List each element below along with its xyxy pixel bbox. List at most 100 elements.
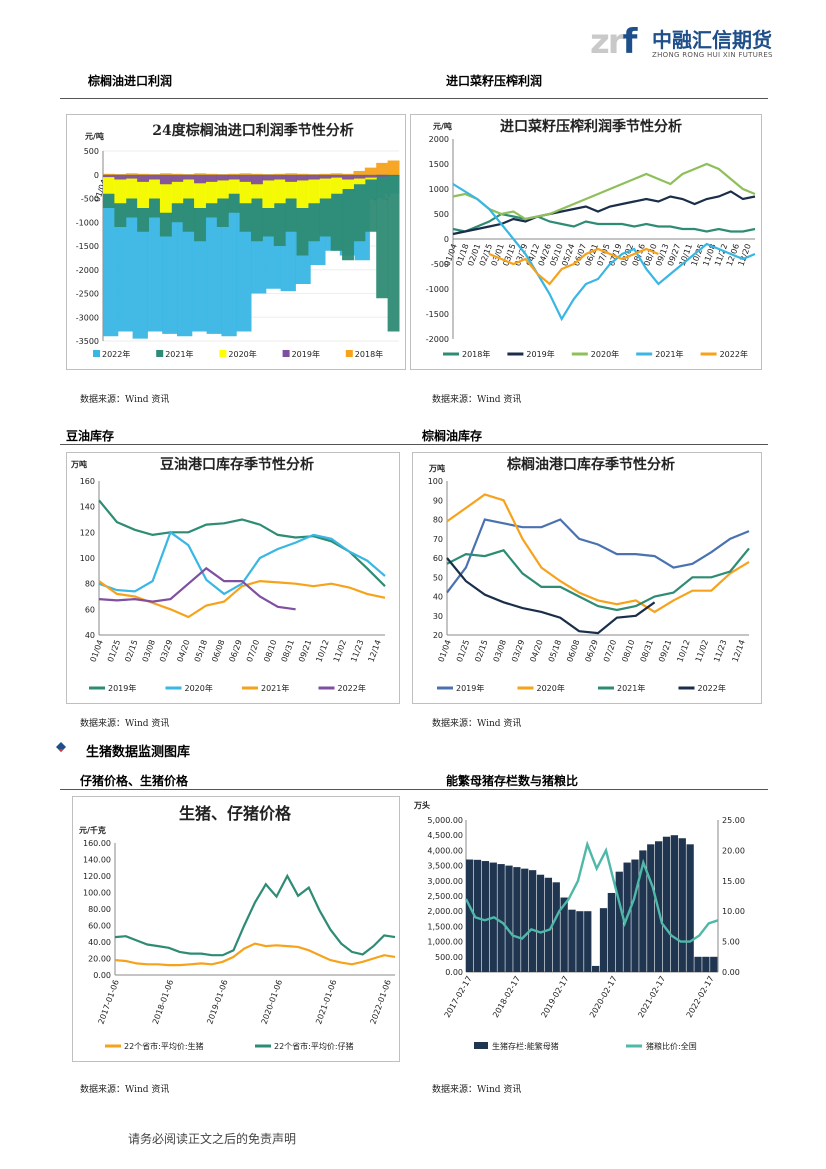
x-tick-label: 2022-01-06 — [369, 979, 393, 1026]
area-bar — [296, 174, 309, 256]
x-tick-label: 02/15 — [473, 639, 489, 664]
area-bar — [387, 160, 400, 175]
legend-label: 2021年 — [617, 683, 645, 693]
bar — [686, 844, 694, 972]
bar — [662, 836, 671, 972]
x-tick-label: 2017-01-06 — [97, 979, 121, 1026]
area-bar — [182, 174, 195, 232]
x-tick-label: 07/20 — [602, 639, 618, 664]
area-bar — [216, 174, 229, 227]
logo-letter-r: r — [607, 22, 625, 62]
chart-title: 进口菜籽压榨利润季节性分析 — [500, 118, 682, 135]
area-bar — [137, 173, 150, 175]
bar — [576, 911, 584, 972]
x-tick-label: 12/14 — [367, 639, 383, 664]
x-tick-label: 05/18 — [547, 639, 563, 664]
area-bar — [228, 174, 241, 194]
x-tick-label: 06/29 — [584, 639, 600, 664]
series-line — [464, 840, 719, 943]
series-line — [452, 162, 756, 221]
x-tick-label: 10/12 — [675, 639, 691, 664]
area-bar — [182, 174, 195, 199]
legend-label: 2020年 — [228, 349, 256, 359]
area-bar — [205, 174, 218, 182]
chart-title: 24度棕榈油进口利润季节性分析 — [152, 122, 353, 139]
area-bar — [125, 174, 138, 179]
area-bar — [194, 174, 206, 184]
area-bar — [353, 174, 366, 185]
y-tick-label: 30 — [433, 612, 443, 621]
legend-swatch — [345, 350, 353, 357]
y-tick-label: 80 — [433, 516, 443, 525]
y-tick-label: 2,500.00 — [427, 892, 463, 901]
bar — [639, 850, 647, 972]
area-bar — [387, 174, 400, 332]
area-bar — [319, 173, 332, 175]
legend-swatch — [219, 350, 227, 357]
y-tick-label: 3,000.00 — [427, 877, 463, 886]
series-line — [446, 557, 656, 635]
area-bar — [364, 174, 377, 232]
legend-label: 2018年 — [462, 349, 490, 359]
sow-ratio-chart: 万头 5,000.00 4,500.00 4,000.00 3,500.00 3,000.… — [410, 796, 766, 1060]
bar — [513, 867, 521, 972]
series-line — [488, 247, 659, 286]
bar — [647, 844, 655, 972]
x-tick-label: 2020-02-17 — [588, 975, 619, 1020]
y-tick-label: 100.00 — [83, 889, 111, 898]
y-tick-label: 500 — [84, 147, 99, 156]
hog-price-chart: 生猪、仔猪价格 元/千克 160.00 140.00 120.00 100.00 80.00… — [72, 796, 400, 1062]
y-tick-label: 80.00 — [88, 905, 111, 914]
section-title-soy-stock: 豆油库存 — [66, 429, 115, 443]
y-axis-unit: 万吨 — [70, 459, 87, 469]
y-axis-unit: 元/千克 — [79, 825, 106, 835]
rapeseed-profit-chart: 进口菜籽压榨利润季节性分析 元/吨 2000 1500 1000 500 0 -500 -100… — [410, 114, 762, 370]
x-tick-label: 2021-01-06 — [314, 979, 338, 1026]
section-title-piglet-price: 仔猪价格、生猪价格 — [80, 774, 189, 788]
area-bar — [319, 174, 332, 237]
section-divider — [60, 789, 768, 790]
section-title-rapeseed-profit: 进口菜籽压榨利润 — [446, 74, 543, 88]
x-tick-label: 2021-02-17 — [636, 975, 667, 1020]
area-bar — [273, 174, 286, 204]
y-tick-label: 100 — [80, 554, 95, 563]
bar — [536, 874, 545, 972]
bar — [599, 908, 608, 972]
area-bar — [342, 173, 354, 175]
x-tick-label: 2018-02-17 — [491, 975, 522, 1020]
area-bar — [353, 174, 366, 179]
y-tick-label: 120 — [80, 528, 95, 537]
company-name-en: ZHONG RONG HUI XIN FUTURES — [652, 51, 773, 59]
x-tick-label: 04/20 — [528, 639, 544, 664]
legend-label: 猪粮比价:全国 — [646, 1041, 697, 1051]
legend-label: 2021年 — [261, 683, 289, 693]
bar — [466, 859, 474, 972]
area-bar — [376, 162, 389, 175]
legend-swatch — [282, 350, 290, 357]
bar — [552, 882, 560, 972]
y-tick-label: 1500 — [429, 160, 449, 169]
disclaimer-footer: 请务必阅读正文之后的免责声明 — [128, 1132, 297, 1146]
legend-label: 22个省市:平均价:仔猪 — [274, 1041, 354, 1051]
area-bar — [228, 173, 241, 175]
soy-stock-chart: 豆油港口库存季节性分析 万吨 160 140 120 100 80 60 40 01/04 01/2… — [66, 452, 400, 704]
y-tick-label: 120.00 — [83, 872, 111, 881]
bar — [497, 864, 505, 972]
series-line — [452, 190, 756, 236]
series-line — [446, 493, 750, 614]
area-bar — [330, 174, 343, 178]
legend-label: 2019年 — [292, 349, 320, 359]
x-tick-label: 11/23 — [712, 639, 728, 664]
area-bar — [205, 173, 218, 175]
bar — [473, 859, 482, 972]
bar — [631, 859, 639, 972]
y-tick-label: 60 — [85, 605, 95, 614]
area-bar — [216, 174, 229, 199]
area-bar — [285, 174, 298, 182]
y-tick-label: -2000 — [426, 335, 449, 344]
area-bar — [307, 174, 320, 204]
area-bar — [239, 174, 252, 182]
chart-title: 豆油港口库存季节性分析 — [160, 456, 314, 473]
y-tick-label: 4,000.00 — [427, 846, 463, 855]
y-tick-label: 1000 — [429, 185, 449, 194]
